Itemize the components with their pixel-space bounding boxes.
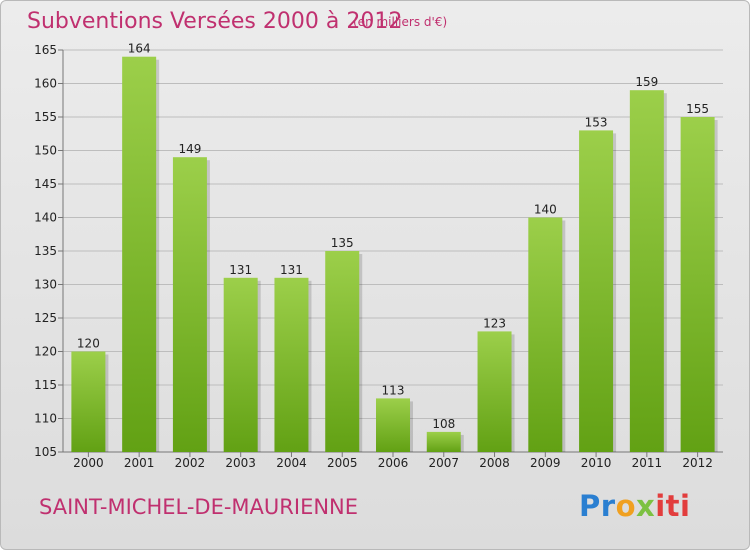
proxiti-logo[interactable]: Proxiti — [579, 489, 690, 523]
bar-2004 — [274, 277, 309, 452]
chart-subtitle: (en milliers d'€) — [353, 15, 448, 29]
x-tick-label-2000: 2000 — [73, 456, 104, 470]
logo-part-1: Pr — [579, 489, 616, 523]
logo-part-2: o — [615, 489, 636, 523]
commune-name: SAINT-MICHEL-DE-MAURIENNE — [39, 495, 359, 519]
x-tick-label-2012: 2012 — [682, 456, 713, 470]
x-tick-label-2006: 2006 — [378, 456, 409, 470]
x-tick-label-2008: 2008 — [479, 456, 510, 470]
x-tick-label-2007: 2007 — [428, 456, 459, 470]
data-label-2000: 120 — [77, 337, 100, 351]
y-tick-label: 125 — [34, 311, 57, 325]
y-tick-label: 120 — [34, 345, 57, 359]
bar-2002 — [172, 157, 207, 452]
x-tick-label-2005: 2005 — [327, 456, 358, 470]
data-label-2011: 159 — [635, 75, 658, 89]
bar-2012 — [680, 117, 715, 452]
bar-2009 — [528, 217, 563, 452]
data-label-2010: 153 — [585, 115, 608, 129]
bar-2000 — [71, 351, 106, 452]
x-tick-label-2004: 2004 — [276, 456, 307, 470]
data-label-2008: 123 — [483, 316, 506, 330]
logo-part-3: x — [636, 489, 656, 523]
data-label-2003: 131 — [229, 263, 252, 277]
y-tick-label: 160 — [34, 77, 57, 91]
y-tick-label: 165 — [34, 43, 57, 57]
bar-2006 — [376, 398, 410, 452]
data-label-2007: 108 — [432, 417, 455, 431]
x-tick-label-2011: 2011 — [632, 456, 663, 470]
x-tick-label-2003: 2003 — [225, 456, 256, 470]
data-label-2012: 155 — [686, 102, 709, 116]
y-tick-label: 110 — [34, 412, 57, 426]
x-tick-label-2010: 2010 — [581, 456, 612, 470]
y-tick-label: 105 — [34, 445, 57, 459]
bar-2007 — [426, 431, 461, 452]
bar-2011 — [629, 90, 664, 452]
data-label-2001: 164 — [128, 42, 151, 56]
bar-2001 — [122, 56, 157, 452]
logo-part-4: iti — [655, 489, 691, 523]
chart-title: Subventions Versées 2000 à 2012 — [27, 9, 403, 34]
y-tick-label: 135 — [34, 244, 57, 258]
y-tick-label: 115 — [34, 378, 57, 392]
y-tick-label: 150 — [34, 144, 57, 158]
y-tick-label: 140 — [34, 211, 57, 225]
bar-2010 — [579, 130, 614, 452]
labels: 105 110 115 120 125 130 135 140 145 150 155 160 165 1… — [34, 42, 713, 470]
data-label-2004: 131 — [280, 263, 303, 277]
x-tick-label-2009: 2009 — [530, 456, 561, 470]
bars — [71, 56, 718, 452]
data-label-2006: 113 — [382, 383, 405, 397]
y-tick-label: 145 — [34, 177, 57, 191]
bar-2003 — [223, 277, 258, 452]
x-tick-label-2002: 2002 — [175, 456, 206, 470]
data-label-2009: 140 — [534, 203, 557, 217]
x-tick-label-2001: 2001 — [124, 456, 155, 470]
data-label-2005: 135 — [331, 236, 354, 250]
data-label-2002: 149 — [178, 142, 201, 156]
y-tick-label: 155 — [34, 110, 57, 124]
bar-2008 — [477, 331, 512, 452]
bar-2005 — [325, 251, 360, 452]
y-tick-label: 130 — [34, 278, 57, 292]
